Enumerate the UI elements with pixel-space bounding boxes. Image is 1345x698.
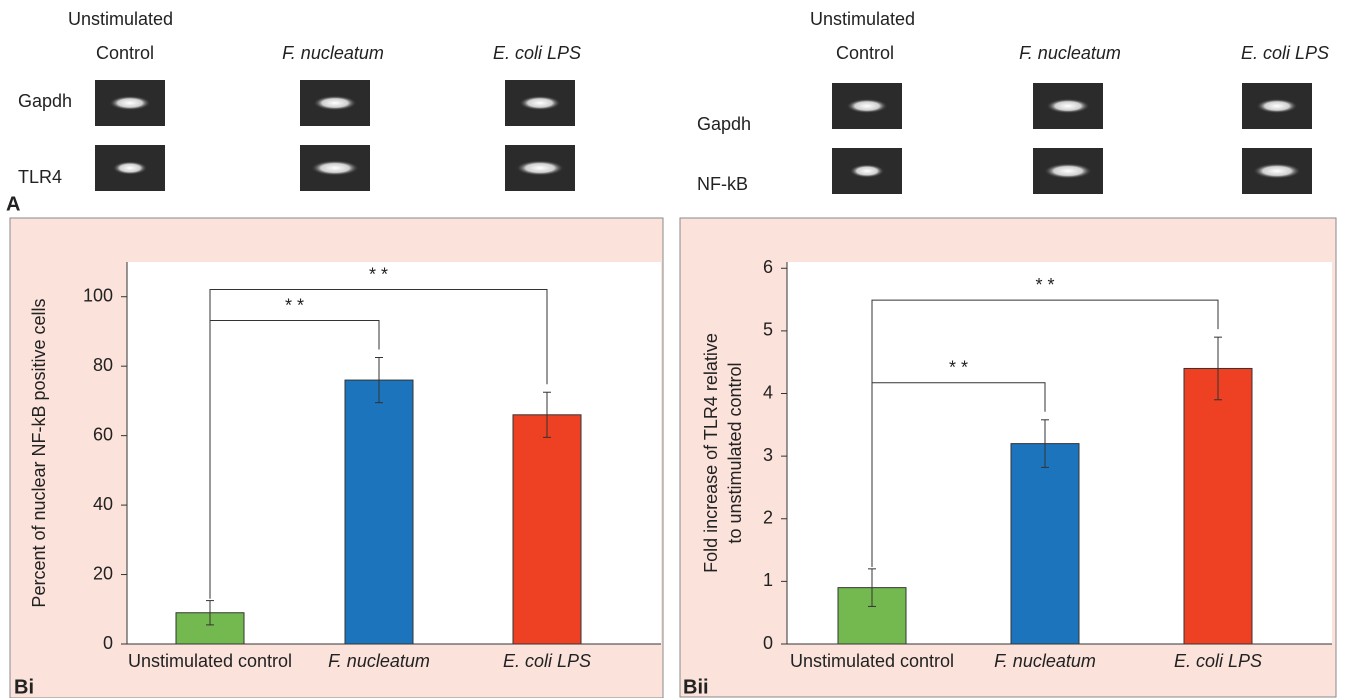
row-label: TLR4 [18,167,62,187]
x-tick-label: F. nucleatum [994,651,1096,671]
y-tick-label: 1 [763,570,773,590]
y-tick-label: 20 [93,563,113,583]
y-tick-label: 5 [763,320,773,340]
row-label: Gapdh [697,114,751,134]
bar [1184,368,1252,644]
y-axis-label: Fold increase of TLR4 relative [701,333,721,573]
group-header: Unstimulated [810,9,915,29]
column-label: E. coli LPS [1241,43,1329,63]
group-header: Unstimulated [68,9,173,29]
x-tick-label: F. nucleatum [328,651,430,671]
bar [1011,444,1079,644]
x-tick-label: Unstimulated control [128,651,292,671]
bar [513,415,581,644]
gel-band [113,161,147,174]
gel-band [516,160,563,175]
column-label: Control [96,43,154,63]
y-tick-label: 40 [93,494,113,514]
panel-label: Bii [683,676,709,698]
gel-band [314,96,357,111]
x-tick-label: E. coli LPS [1174,651,1262,671]
y-tick-label: 4 [763,382,773,402]
significance-label: * * [949,358,968,378]
x-tick-label: E. coli LPS [503,651,591,671]
y-tick-label: 0 [763,633,773,653]
column-label: Control [836,43,894,63]
column-label: F. nucleatum [282,43,384,63]
figure: Unstimulated Control F. nucleatum E. coli L… [0,0,1345,698]
y-axis-label: to unstimulated control [725,362,745,543]
row-label: NF-kB [697,174,748,194]
panel-label: A [6,193,20,215]
y-tick-label: 0 [103,633,113,653]
column-label: E. coli LPS [493,43,581,63]
y-tick-label: 80 [93,355,113,375]
page: Unstimulated Control F. nucleatum E. coli L… [0,0,1345,698]
gel-band [1047,99,1090,114]
gel-band [110,96,151,110]
y-tick-label: 6 [763,257,773,277]
bar [345,380,413,644]
gel-band [1044,163,1091,178]
y-tick-label: 100 [83,285,113,305]
panel-label: Bi [14,676,34,698]
x-tick-label: Unstimulated control [790,651,954,671]
gel-band [1253,163,1300,178]
y-axis-label: Percent of nuclear NF-kB positive cells [29,298,49,607]
gel-band [1257,99,1298,113]
row-label: Gapdh [18,91,72,111]
y-tick-label: 3 [763,445,773,465]
gel-band [847,99,888,113]
significance-label: * * [285,295,304,315]
y-tick-label: 2 [763,508,773,528]
column-label: F. nucleatum [1019,43,1121,63]
gel-band [520,96,561,110]
significance-label: * * [1035,275,1054,295]
significance-label: * * [369,264,388,284]
y-tick-label: 60 [93,424,113,444]
gel-band [311,160,358,175]
gel-band [850,164,884,177]
